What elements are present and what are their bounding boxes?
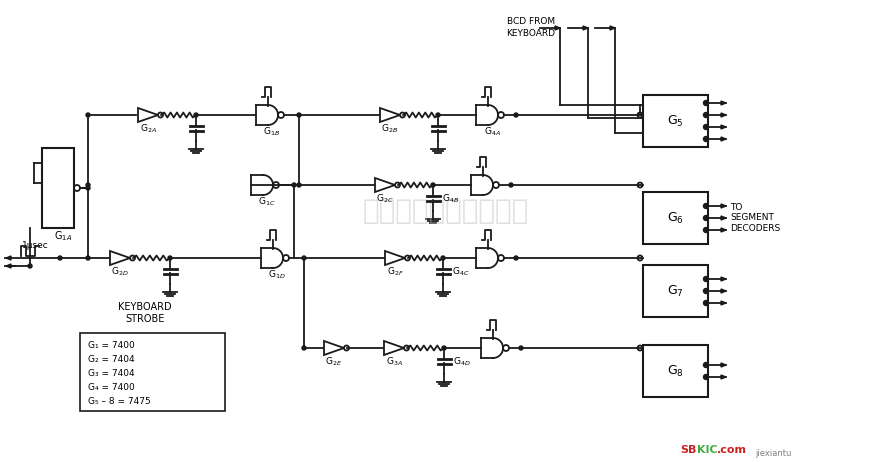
Polygon shape (721, 137, 726, 141)
Polygon shape (610, 26, 615, 30)
Text: G$_{2C}$: G$_{2C}$ (376, 193, 393, 205)
Text: KIC: KIC (697, 445, 718, 455)
Text: G$_{2B}$: G$_{2B}$ (382, 123, 399, 135)
Circle shape (168, 256, 172, 260)
Circle shape (194, 113, 198, 117)
Circle shape (441, 256, 445, 260)
Polygon shape (721, 289, 726, 293)
Text: BCD FROM: BCD FROM (507, 18, 555, 26)
Polygon shape (721, 204, 726, 208)
Text: G$_{2F}$: G$_{2F}$ (386, 266, 403, 278)
Text: 杭州将皙科技有限公司: 杭州将皙科技有限公司 (363, 197, 529, 225)
Polygon shape (583, 26, 588, 30)
Text: G₄ = 7400: G₄ = 7400 (88, 383, 135, 391)
Bar (643, 192, 708, 244)
Polygon shape (721, 125, 726, 129)
Text: KEYBOARD: KEYBOARD (506, 29, 555, 37)
Circle shape (704, 363, 708, 367)
Text: G$_6$: G$_6$ (667, 211, 684, 225)
Text: G$_{1C}$: G$_{1C}$ (259, 196, 276, 208)
Text: KEYBOARD
STROBE: KEYBOARD STROBE (118, 302, 172, 324)
Bar (643, 95, 708, 147)
Text: .com: .com (717, 445, 747, 455)
Text: G$_{1D}$: G$_{1D}$ (268, 269, 285, 281)
Circle shape (297, 113, 301, 117)
Text: jiexiantu: jiexiantu (755, 450, 791, 458)
Text: G$_{2E}$: G$_{2E}$ (326, 356, 343, 368)
Text: G$_{3A}$: G$_{3A}$ (385, 356, 402, 368)
Text: G₁ = 7400: G₁ = 7400 (88, 340, 135, 349)
Circle shape (704, 276, 708, 281)
Circle shape (86, 113, 90, 117)
Circle shape (704, 215, 708, 220)
Polygon shape (721, 216, 726, 220)
Text: G$_{4D}$: G$_{4D}$ (453, 356, 471, 368)
Circle shape (509, 183, 513, 187)
Text: G$_{1A}$: G$_{1A}$ (54, 229, 72, 243)
Bar (42, 148, 74, 228)
Text: G$_{4A}$: G$_{4A}$ (483, 126, 500, 138)
Circle shape (704, 113, 708, 117)
Circle shape (704, 300, 708, 305)
Text: G₂ = 7404: G₂ = 7404 (88, 354, 135, 364)
Text: G$_{2D}$: G$_{2D}$ (112, 266, 128, 278)
Circle shape (302, 346, 306, 350)
Text: G$_7$: G$_7$ (667, 284, 684, 298)
Bar (643, 265, 708, 317)
Polygon shape (6, 264, 11, 268)
Polygon shape (721, 228, 726, 232)
Text: TO
SEGMENT
DECODERS: TO SEGMENT DECODERS (730, 203, 780, 233)
Polygon shape (721, 363, 726, 367)
Polygon shape (721, 375, 726, 379)
Circle shape (86, 256, 90, 260)
Circle shape (519, 346, 523, 350)
Circle shape (704, 136, 708, 141)
Text: SB: SB (680, 445, 697, 455)
Circle shape (302, 256, 306, 260)
Circle shape (514, 113, 518, 117)
Text: G₃ = 7404: G₃ = 7404 (88, 369, 135, 377)
Circle shape (514, 256, 518, 260)
Bar (80, 333, 225, 411)
Circle shape (86, 186, 90, 190)
Text: G$_{4C}$: G$_{4C}$ (452, 266, 470, 278)
Text: 1μsec: 1μsec (22, 242, 49, 250)
Polygon shape (721, 277, 726, 281)
Text: G$_{2A}$: G$_{2A}$ (139, 123, 156, 135)
Text: G$_8$: G$_8$ (667, 364, 684, 378)
Text: G₅ – 8 = 7475: G₅ – 8 = 7475 (88, 396, 151, 406)
Circle shape (28, 264, 32, 268)
Circle shape (436, 113, 440, 117)
Circle shape (704, 288, 708, 293)
Text: G$_{4B}$: G$_{4B}$ (442, 193, 459, 205)
Circle shape (704, 203, 708, 208)
Circle shape (704, 227, 708, 232)
Circle shape (58, 256, 62, 260)
Text: G$_5$: G$_5$ (667, 114, 684, 128)
Polygon shape (555, 26, 560, 30)
Circle shape (704, 101, 708, 105)
Polygon shape (6, 256, 11, 260)
Polygon shape (721, 301, 726, 305)
Polygon shape (721, 101, 726, 105)
Circle shape (297, 183, 301, 187)
Bar (643, 345, 708, 397)
Circle shape (86, 183, 90, 187)
Circle shape (442, 346, 446, 350)
Text: G$_{1B}$: G$_{1B}$ (263, 126, 280, 138)
Polygon shape (721, 113, 726, 117)
Circle shape (431, 183, 435, 187)
Circle shape (292, 183, 296, 187)
Circle shape (704, 124, 708, 129)
Circle shape (704, 375, 708, 379)
